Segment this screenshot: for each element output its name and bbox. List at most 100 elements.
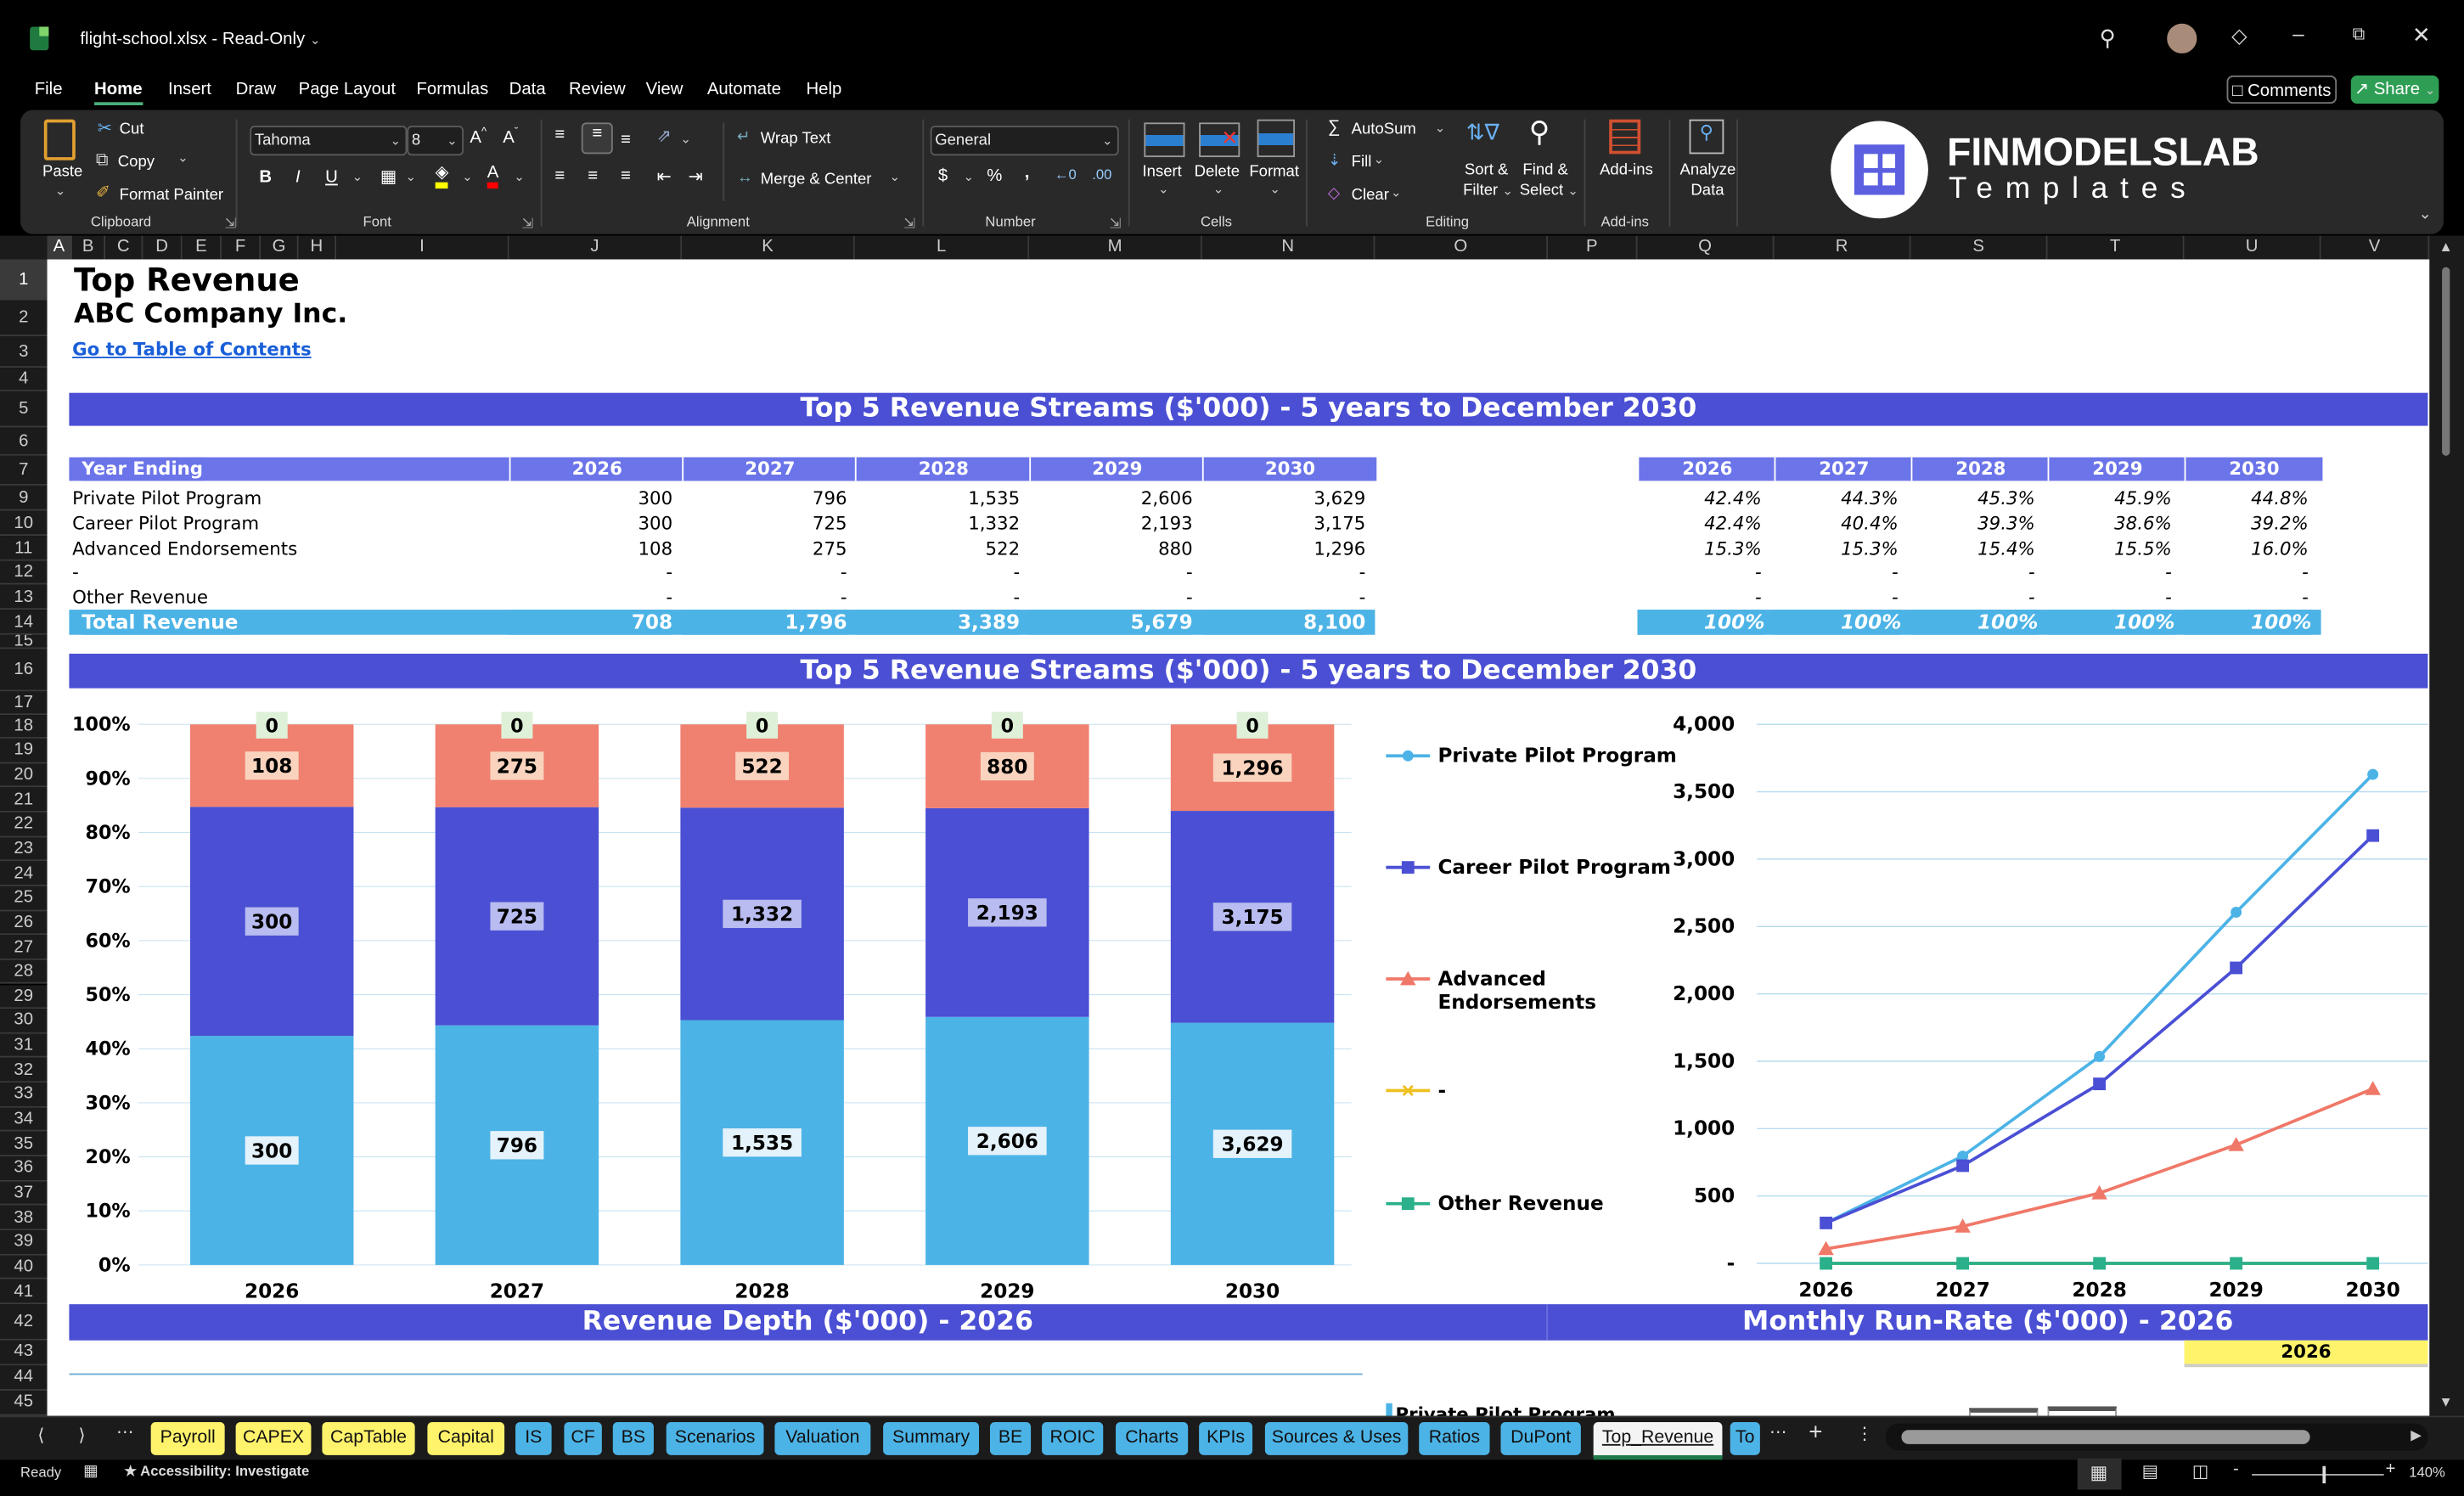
row-header-19[interactable]: 19: [0, 738, 48, 763]
sheet-tab-sources-uses[interactable]: Sources & Uses: [1264, 1421, 1409, 1455]
row-header-28[interactable]: 28: [0, 959, 48, 985]
menu-tab-insert[interactable]: Insert: [168, 80, 211, 99]
increase-decimal-icon[interactable]: ←0: [1054, 166, 1077, 183]
currency-chevron-icon[interactable]: ⌄: [963, 169, 974, 184]
row-header-30[interactable]: 30: [0, 1009, 48, 1034]
worksheet-grid[interactable]: Top Revenue ABC Company Inc. Go to Table…: [47, 259, 2430, 1416]
insert-cells-button[interactable]: Insert: [1142, 163, 1182, 181]
row-header-12[interactable]: 12: [0, 560, 48, 585]
row-header-39[interactable]: 39: [0, 1230, 48, 1256]
row-header-7[interactable]: 7: [0, 455, 48, 486]
row-header-3[interactable]: 3: [0, 336, 48, 368]
column-header-I[interactable]: I: [336, 235, 509, 260]
row-header-27[interactable]: 27: [0, 935, 48, 960]
table-of-contents-link[interactable]: Go to Table of Contents: [72, 337, 312, 360]
more-sheets-icon[interactable]: ⋯: [115, 1423, 134, 1443]
row-header-31[interactable]: 31: [0, 1033, 48, 1059]
row-header-16[interactable]: 16: [0, 649, 48, 692]
horizontal-scrollbar[interactable]: ▶: [1885, 1423, 2428, 1451]
fill-button[interactable]: Fill: [1351, 154, 1372, 172]
row-header-1[interactable]: 1: [0, 259, 48, 301]
zoom-out-icon[interactable]: -: [2232, 1459, 2239, 1479]
scrollbar-thumb[interactable]: [2442, 267, 2450, 456]
insert-chevron-icon[interactable]: ⌄: [1158, 182, 1169, 197]
percent-icon[interactable]: %: [987, 166, 1003, 186]
row-header-25[interactable]: 25: [0, 886, 48, 911]
row-header-14[interactable]: 14: [0, 610, 48, 635]
row-header-29[interactable]: 29: [0, 984, 48, 1010]
row-header-42[interactable]: 42: [0, 1304, 48, 1341]
row-header-13[interactable]: 13: [0, 584, 48, 610]
column-header-D[interactable]: D: [143, 235, 183, 260]
macro-icon[interactable]: ▦: [83, 1463, 98, 1481]
row-header-11[interactable]: 11: [0, 536, 48, 561]
row-header-26[interactable]: 26: [0, 910, 48, 936]
column-header-N[interactable]: N: [1201, 235, 1375, 260]
row-header-37[interactable]: 37: [0, 1181, 48, 1206]
row-header-40[interactable]: 40: [0, 1255, 48, 1280]
row-header-18[interactable]: 18: [0, 715, 48, 739]
borders-chevron-icon[interactable]: ⌄: [405, 169, 416, 184]
row-header-22[interactable]: 22: [0, 812, 48, 837]
sheet-tab-charts[interactable]: Charts: [1116, 1421, 1189, 1455]
next-sheet-icon[interactable]: ⟩: [78, 1426, 86, 1446]
prev-sheet-icon[interactable]: ⟨: [37, 1426, 45, 1446]
diamond-icon[interactable]: ◇: [2231, 23, 2247, 48]
comments-button[interactable]: □ Comments: [2226, 75, 2337, 104]
merge-center-button[interactable]: Merge & Center: [760, 171, 872, 189]
zoom-in-icon[interactable]: +: [2385, 1459, 2396, 1479]
row-header-9[interactable]: 9: [0, 485, 48, 511]
fill-color-chevron-icon[interactable]: ⌄: [462, 169, 473, 184]
row-header-33[interactable]: 33: [0, 1083, 48, 1108]
scroll-down-icon[interactable]: ▼: [2439, 1393, 2453, 1410]
row-header-6[interactable]: 6: [0, 427, 48, 456]
column-header-K[interactable]: K: [682, 235, 855, 260]
row-header-5[interactable]: 5: [0, 391, 48, 428]
sheet-tab-be[interactable]: BE: [989, 1421, 1032, 1455]
fill-chevron-icon[interactable]: ⌄: [1373, 152, 1384, 167]
clear-button[interactable]: Clear: [1351, 187, 1389, 205]
wrap-text-button[interactable]: Wrap Text: [760, 130, 831, 148]
decrease-font-size-icon[interactable]: Aˇ: [503, 127, 519, 148]
select-all-corner[interactable]: [0, 235, 48, 260]
analyze-data-label-1[interactable]: Analyze: [1679, 161, 1736, 179]
borders-icon[interactable]: ▦: [380, 168, 397, 188]
row-header-44[interactable]: 44: [0, 1365, 48, 1391]
column-header-E[interactable]: E: [182, 235, 222, 260]
align-right-icon[interactable]: ≡: [621, 166, 631, 186]
font-color-icon[interactable]: A: [487, 163, 499, 189]
column-header-L[interactable]: L: [854, 235, 1030, 260]
delete-cells-button[interactable]: Delete: [1194, 163, 1240, 181]
column-header-P[interactable]: P: [1548, 235, 1638, 260]
avatar[interactable]: [2167, 23, 2197, 53]
sheet-tab-valuation[interactable]: Valuation: [774, 1421, 871, 1455]
sheet-tab-capital[interactable]: Capital: [427, 1421, 505, 1455]
addins-button[interactable]: Add-ins: [1600, 161, 1653, 179]
paste-icon[interactable]: [43, 119, 76, 160]
format-chevron-icon[interactable]: ⌄: [1269, 182, 1280, 197]
font-color-chevron-icon[interactable]: ⌄: [514, 169, 525, 184]
font-name-select[interactable]: Tahoma ⌄: [250, 126, 408, 156]
merge-chevron-icon[interactable]: ⌄: [889, 169, 900, 184]
row-header-35[interactable]: 35: [0, 1132, 48, 1157]
column-header-T[interactable]: T: [2047, 235, 2185, 260]
sheet-tab-summary[interactable]: Summary: [883, 1421, 980, 1455]
page-layout-view-icon[interactable]: ▤: [2141, 1463, 2158, 1482]
search-icon[interactable]: ⚲: [2099, 25, 2116, 51]
row-header-20[interactable]: 20: [0, 762, 48, 788]
font-size-select[interactable]: 8 ⌄: [407, 126, 464, 156]
comma-style-icon[interactable]: ,: [1024, 163, 1030, 183]
scroll-up-icon[interactable]: ▲: [2439, 239, 2453, 255]
column-header-G[interactable]: G: [261, 235, 299, 260]
sheet-tab-top-revenue[interactable]: Top_Revenue: [1593, 1421, 1723, 1460]
column-header-U[interactable]: U: [2184, 235, 2321, 260]
sheet-tab-kpis[interactable]: KPIs: [1199, 1421, 1253, 1455]
column-header-F[interactable]: F: [221, 235, 262, 260]
zoom-level[interactable]: 140%: [2409, 1464, 2445, 1481]
currency-icon[interactable]: $: [937, 166, 948, 186]
underline-icon[interactable]: U: [325, 168, 338, 188]
run-rate-year-cell[interactable]: 2026: [2184, 1340, 2428, 1368]
sheet-tab-scenarios[interactable]: Scenarios: [666, 1421, 764, 1455]
copy-button[interactable]: Copy: [117, 154, 155, 172]
menu-tab-data[interactable]: Data: [509, 80, 546, 99]
